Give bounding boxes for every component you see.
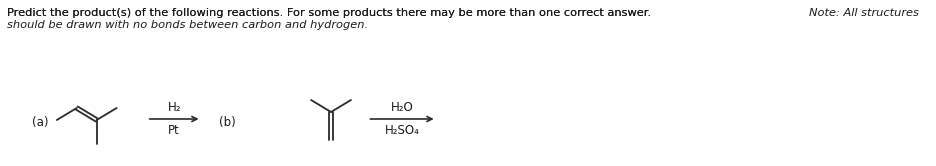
- Text: Predict the product(s) of the following reactions. For some products there may b: Predict the product(s) of the following …: [7, 8, 765, 18]
- Text: H₂: H₂: [168, 101, 181, 114]
- Text: Pt: Pt: [168, 124, 180, 137]
- Text: Predict the product(s) of the following reactions. For some products there may b: Predict the product(s) of the following …: [7, 8, 654, 18]
- Text: (b): (b): [219, 116, 236, 128]
- Text: Note: All structures: Note: All structures: [809, 8, 918, 18]
- Text: should be drawn with no bonds between carbon and hydrogen.: should be drawn with no bonds between ca…: [7, 20, 368, 30]
- Text: Predict the product(s) of the following reactions. For some products there may b: Predict the product(s) of the following …: [7, 8, 654, 18]
- Text: H₂SO₄: H₂SO₄: [385, 124, 419, 137]
- Text: (a): (a): [32, 116, 48, 128]
- Text: H₂O: H₂O: [390, 101, 414, 114]
